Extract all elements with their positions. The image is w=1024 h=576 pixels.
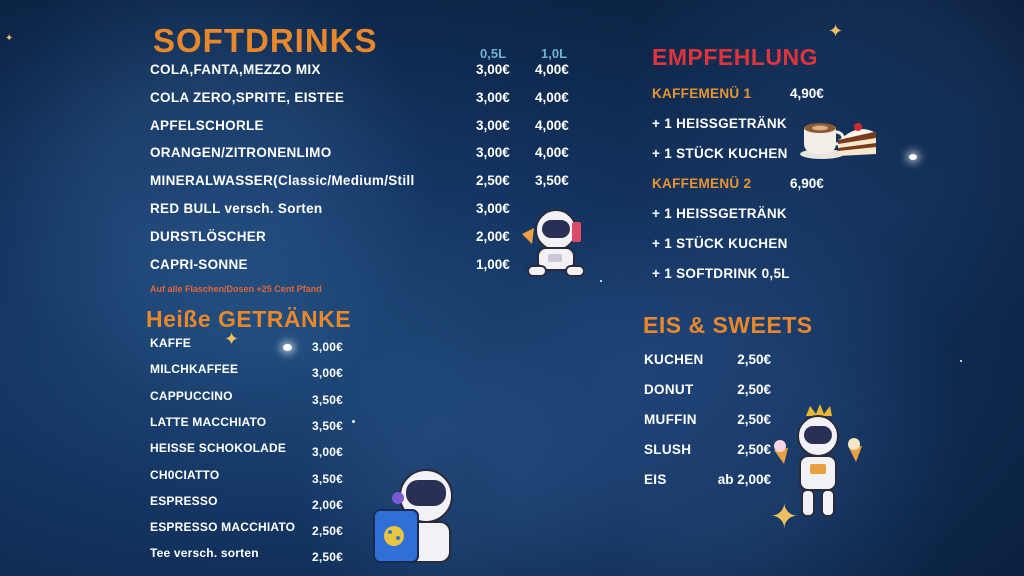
menu2-name: KAFFEMENÜ 2 bbox=[652, 176, 752, 191]
softdrink-name: DURSTLÖSCHER bbox=[150, 228, 267, 244]
glow-dot bbox=[600, 280, 602, 282]
hot-drink-name: HEISSE SCHOKOLADE bbox=[150, 441, 287, 456]
hot-drink-name: LATTE MACCHIATO bbox=[150, 414, 267, 429]
softdrink-price-10: 4,00€ bbox=[535, 62, 569, 77]
menu2-line: + 1 SOFTDRINK 0,5L bbox=[652, 266, 790, 281]
menu2-price: 6,90€ bbox=[790, 176, 824, 191]
softdrink-name: COLA ZERO,SPRITE, EISTEE bbox=[150, 89, 345, 105]
hot-drink-price: 2,50€ bbox=[312, 550, 344, 565]
softdrink-price-10: 4,00€ bbox=[535, 145, 569, 161]
softdrink-name: MINERALWASSER(Classic/Medium/Still bbox=[150, 173, 415, 189]
sweet-price: 2,50€ bbox=[737, 382, 771, 397]
glow-dot bbox=[352, 420, 355, 423]
hot-drink-price: 2,50€ bbox=[312, 524, 344, 539]
menu1-line: + 1 HEISSGETRÄNK bbox=[652, 116, 787, 131]
sweets-title: EIS & SWEETS bbox=[643, 312, 813, 338]
sweet-price: 2,50€ bbox=[737, 412, 771, 427]
softdrink-price-05: 2,00€ bbox=[476, 228, 510, 244]
softdrink-name: RED BULL versch. Sorten bbox=[150, 201, 323, 216]
hot-drink-price: 2,00€ bbox=[312, 497, 344, 512]
softdrink-price-10: 4,00€ bbox=[535, 89, 569, 105]
softdrink-price-05: 3,00€ bbox=[476, 117, 510, 133]
softdrink-price-05: 3,00€ bbox=[476, 145, 510, 161]
sweet-price: 2,50€ bbox=[737, 352, 771, 367]
star-icon: ✦ bbox=[828, 21, 844, 41]
softdrink-price-05: 3,00€ bbox=[476, 62, 510, 77]
menu1-price: 4,90€ bbox=[790, 86, 824, 101]
astronaut-mug-icon bbox=[373, 469, 453, 563]
softdrink-price-05: 2,50€ bbox=[476, 173, 510, 189]
sweet-price: ab 2,00€ bbox=[717, 472, 771, 487]
sweet-name: SLUSH bbox=[644, 442, 692, 457]
star-icon: ✦ bbox=[5, 33, 14, 44]
column-header-10: 1,0L bbox=[541, 46, 568, 61]
menu2-line: + 1 HEISSGETRÄNK bbox=[652, 206, 787, 221]
softdrinks-title: SOFTDRINKS bbox=[153, 22, 378, 59]
hot-drink-price: 3,00€ bbox=[312, 340, 344, 354]
recommendation-title: EMPFEHLUNG bbox=[652, 44, 818, 70]
astronaut-redbull-icon bbox=[522, 209, 585, 277]
hot-drink-name: MILCHKAFFEE bbox=[150, 362, 239, 377]
softdrink-name: APFELSCHORLE bbox=[150, 117, 264, 133]
astronaut-icecream-icon bbox=[774, 404, 862, 517]
hot-drink-name: Tee versch. sorten bbox=[150, 546, 259, 561]
hot-drink-name: ESPRESSO bbox=[150, 493, 218, 508]
sweet-name: MUFFIN bbox=[644, 412, 697, 427]
hot-drink-price: 3,00€ bbox=[312, 366, 344, 381]
hot-drink-name: CH0CIATTO bbox=[150, 467, 220, 482]
star-icon: ✦ bbox=[224, 329, 240, 349]
sweet-name: DONUT bbox=[644, 382, 694, 397]
hot-drink-price: 3,50€ bbox=[312, 418, 344, 433]
deposit-note: Auf alle Flaschen/Dosen +25 Cent Pfand bbox=[150, 284, 322, 294]
column-header-05: 0,5L bbox=[480, 46, 507, 61]
hot-drink-name: KAFFE bbox=[150, 336, 191, 350]
sweet-name: EIS bbox=[644, 472, 667, 487]
softdrink-price-05: 1,00€ bbox=[476, 256, 510, 272]
menu1-name: KAFFEMENÜ 1 bbox=[652, 86, 752, 101]
star-icon: ✦ bbox=[770, 498, 799, 536]
hot-drink-price: 3,50€ bbox=[312, 392, 344, 407]
hot-drink-price: 3,50€ bbox=[312, 471, 344, 486]
hot-drinks-title: Heiße GETRÄNKE bbox=[146, 306, 352, 332]
coffee-cake-icon bbox=[800, 123, 876, 159]
softdrink-price-05: 3,00€ bbox=[476, 201, 510, 216]
softdrink-price-05: 3,00€ bbox=[476, 89, 510, 105]
glow-dot bbox=[909, 154, 917, 160]
softdrink-price-10: 4,00€ bbox=[535, 117, 569, 133]
glow-dot bbox=[283, 344, 292, 351]
hot-drink-price: 3,00€ bbox=[312, 445, 344, 460]
softdrink-name: ORANGEN/ZITRONENLIMO bbox=[150, 145, 332, 161]
menu2-line: + 1 STÜCK KUCHEN bbox=[652, 236, 788, 251]
sweet-price: 2,50€ bbox=[737, 442, 771, 457]
softdrink-price-10: 3,50€ bbox=[535, 173, 569, 189]
softdrink-name: COLA,FANTA,MEZZO MIX bbox=[150, 62, 321, 77]
hot-drink-name: ESPRESSO MACCHIATO bbox=[150, 520, 296, 535]
sweet-name: KUCHEN bbox=[644, 352, 704, 367]
softdrink-name: CAPRI-SONNE bbox=[150, 256, 248, 272]
menu1-line: + 1 STÜCK KUCHEN bbox=[652, 146, 788, 161]
glow-dot bbox=[960, 360, 962, 362]
hot-drink-name: CAPPUCCINO bbox=[150, 388, 233, 403]
